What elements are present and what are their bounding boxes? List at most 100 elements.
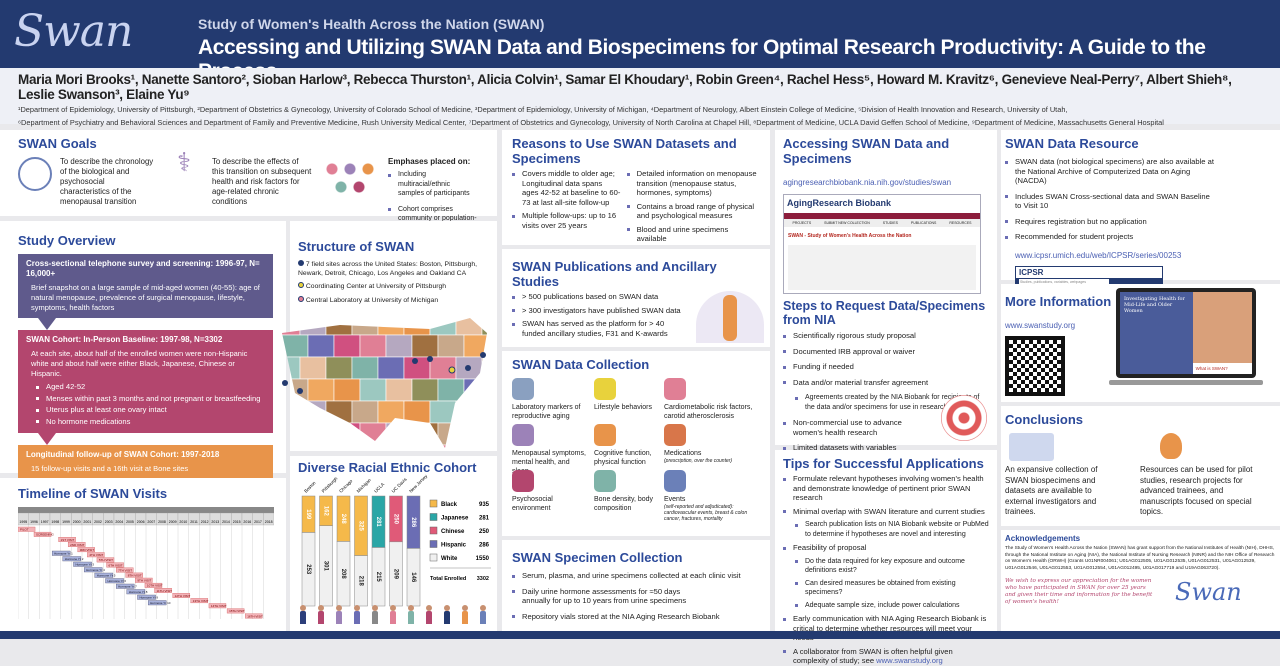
site-label: Chicago [338, 478, 354, 494]
goal-1: To describe the chronology of the biolog… [60, 157, 154, 206]
map-state [325, 400, 353, 424]
footer-bar [0, 631, 1280, 639]
woman-figure [318, 611, 324, 624]
visit-label: 9TH VISIT [137, 579, 151, 583]
structure-item: Coordinating Center at University of Pit… [305, 283, 447, 290]
researcher-network-illustration [696, 291, 764, 343]
year-label: 2006 [137, 520, 145, 524]
map-state [437, 378, 465, 402]
pub-item: > 500 publications based on SWAN data [512, 292, 687, 302]
hormone-bar [51, 550, 71, 556]
white-value: 146 [410, 572, 416, 583]
criterion: Aged 42-52 [36, 382, 265, 392]
year-label: 2001 [83, 520, 91, 524]
tip-subitem: Adequate sample size, include power calc… [795, 601, 989, 611]
emphasis-item: Including multiracial/ethnic samples of … [388, 170, 478, 199]
icpsr-link[interactable]: www.icpsr.umich.edu/web/ICPSR/series/002… [1015, 250, 1182, 260]
legend-value: 286 [479, 543, 490, 549]
collection-label: Events [664, 496, 686, 503]
visit-bar [208, 603, 227, 609]
reason-item: Covers middle to older age; Longitudinal… [512, 169, 621, 207]
affiliations-2: ⁶Department of Psychiatry and Behavioral… [18, 118, 1164, 127]
collection-label: Lifestyle behaviors [594, 404, 652, 411]
site-label: New Jersey [408, 474, 429, 494]
ack-text: The Study of Women's Health Across the N… [1005, 546, 1275, 571]
authors-block: Maria Mori Brooks¹, Nanette Santoro², Si… [0, 68, 1280, 127]
hormone-bar [94, 572, 114, 578]
reason-item: Blood and urine specimens available [626, 225, 760, 244]
visit-label: 8TH VISIT [128, 574, 142, 578]
conclusions-title: Conclusions [1005, 412, 1084, 427]
visit-label: 16TH VISIT [247, 614, 263, 618]
author-names: Maria Mori Brooks¹, Nanette Santoro², Si… [18, 72, 1232, 102]
hormone-label: Hormone Yr 4 [86, 568, 105, 572]
legend-swatch [429, 499, 438, 508]
timeline-chart: 1995 1996 1997 1998 1999 2000 2001 2002 2003 2004… [17, 507, 275, 619]
woman-figure-head [336, 605, 342, 611]
timeline-title: Timeline of SWAN Visits [18, 486, 168, 501]
visit-bar [33, 531, 52, 537]
swan-logo-footer: Swan [1175, 578, 1242, 606]
timeline-cycle-header [18, 507, 274, 513]
year-label: 2008 [158, 520, 166, 524]
map-state [463, 422, 487, 446]
map-state [481, 444, 487, 448]
structure-title: Structure of SWAN [298, 239, 415, 254]
diverse-women-icon [320, 157, 380, 197]
collection-item: Cardiometabolic risk factors, carotid at… [664, 378, 760, 421]
tip-subitem: Do the data required for key exposure an… [795, 557, 989, 576]
collection-item: Bone density, body composition [594, 470, 670, 513]
year-label: 2012 [201, 520, 209, 524]
biobank-link[interactable]: agingresearchbiobank.nia.nih.gov/studies… [783, 178, 952, 187]
white-bar [406, 548, 421, 607]
collection-note: (prescription, over the counter) [664, 458, 733, 464]
white-bar [336, 541, 351, 607]
visit-bar [58, 537, 76, 542]
accessing-section: Accessing SWAN Data and Specimens agingr… [775, 130, 997, 462]
collection-icon [664, 470, 686, 492]
minority-value: 281 [375, 517, 381, 528]
map-state [351, 444, 379, 448]
swanstudy-link[interactable]: www.swanstudy.org [876, 656, 943, 665]
resource-item: Requires registration but no application [1005, 217, 1215, 227]
collection-icon [512, 378, 534, 400]
legend-swatch [429, 553, 438, 562]
specimen-section: SWAN Specimen Collection Serum, plasma, … [502, 540, 770, 631]
collection-item: Psychosocial environment [512, 470, 588, 513]
map-state [282, 444, 301, 448]
specimen-item: Serum, plasma, and urine specimens colle… [512, 571, 760, 581]
white-value: 253 [305, 564, 311, 575]
hormone-label: Hormone Yr 3 [75, 563, 94, 567]
visit-label: 12TH VISIT [175, 594, 191, 598]
target-illustration [941, 395, 987, 441]
qr-code[interactable] [1005, 336, 1065, 396]
resource-item: Recommended for student projects [1005, 232, 1215, 242]
map-state [307, 422, 335, 446]
map-state [429, 318, 457, 336]
white-value: 215 [375, 572, 381, 583]
visit-bar [172, 593, 190, 598]
hot-air-balloon-icon [1160, 433, 1182, 459]
icpsr-search: Studies, publications, variables, webpag… [1019, 278, 1109, 285]
legend-label: Black [441, 502, 458, 508]
pub-item: > 300 investigators have published SWAN … [512, 306, 687, 316]
map-state [455, 400, 483, 424]
site-oakland [282, 380, 288, 386]
visit-bar [106, 562, 124, 568]
year-label: 2015 [233, 520, 241, 524]
map-state [463, 378, 487, 402]
visit-label: 5TH VISIT [99, 558, 113, 562]
swanstudy-url[interactable]: www.swanstudy.org [1005, 321, 1076, 330]
baseline-text: At each site, about half of the enrolled… [31, 349, 248, 378]
coordinating-star-icon [298, 282, 304, 288]
visit-label: 10TH VISIT [147, 584, 163, 588]
woman-figure [444, 611, 450, 624]
field-site-dot-icon [298, 260, 304, 266]
data-collection-section: SWAN Data Collection Laboratory markers … [502, 351, 770, 536]
woman-figure-head [372, 605, 378, 611]
tips-section: Tips for Successful Applications Formula… [775, 450, 997, 665]
collection-title: SWAN Data Collection [512, 357, 650, 372]
caduceus-hand-icon: ⚕ [176, 147, 192, 177]
map-state [299, 318, 327, 336]
hormone-label: Hormone Yr 6 [107, 579, 126, 583]
